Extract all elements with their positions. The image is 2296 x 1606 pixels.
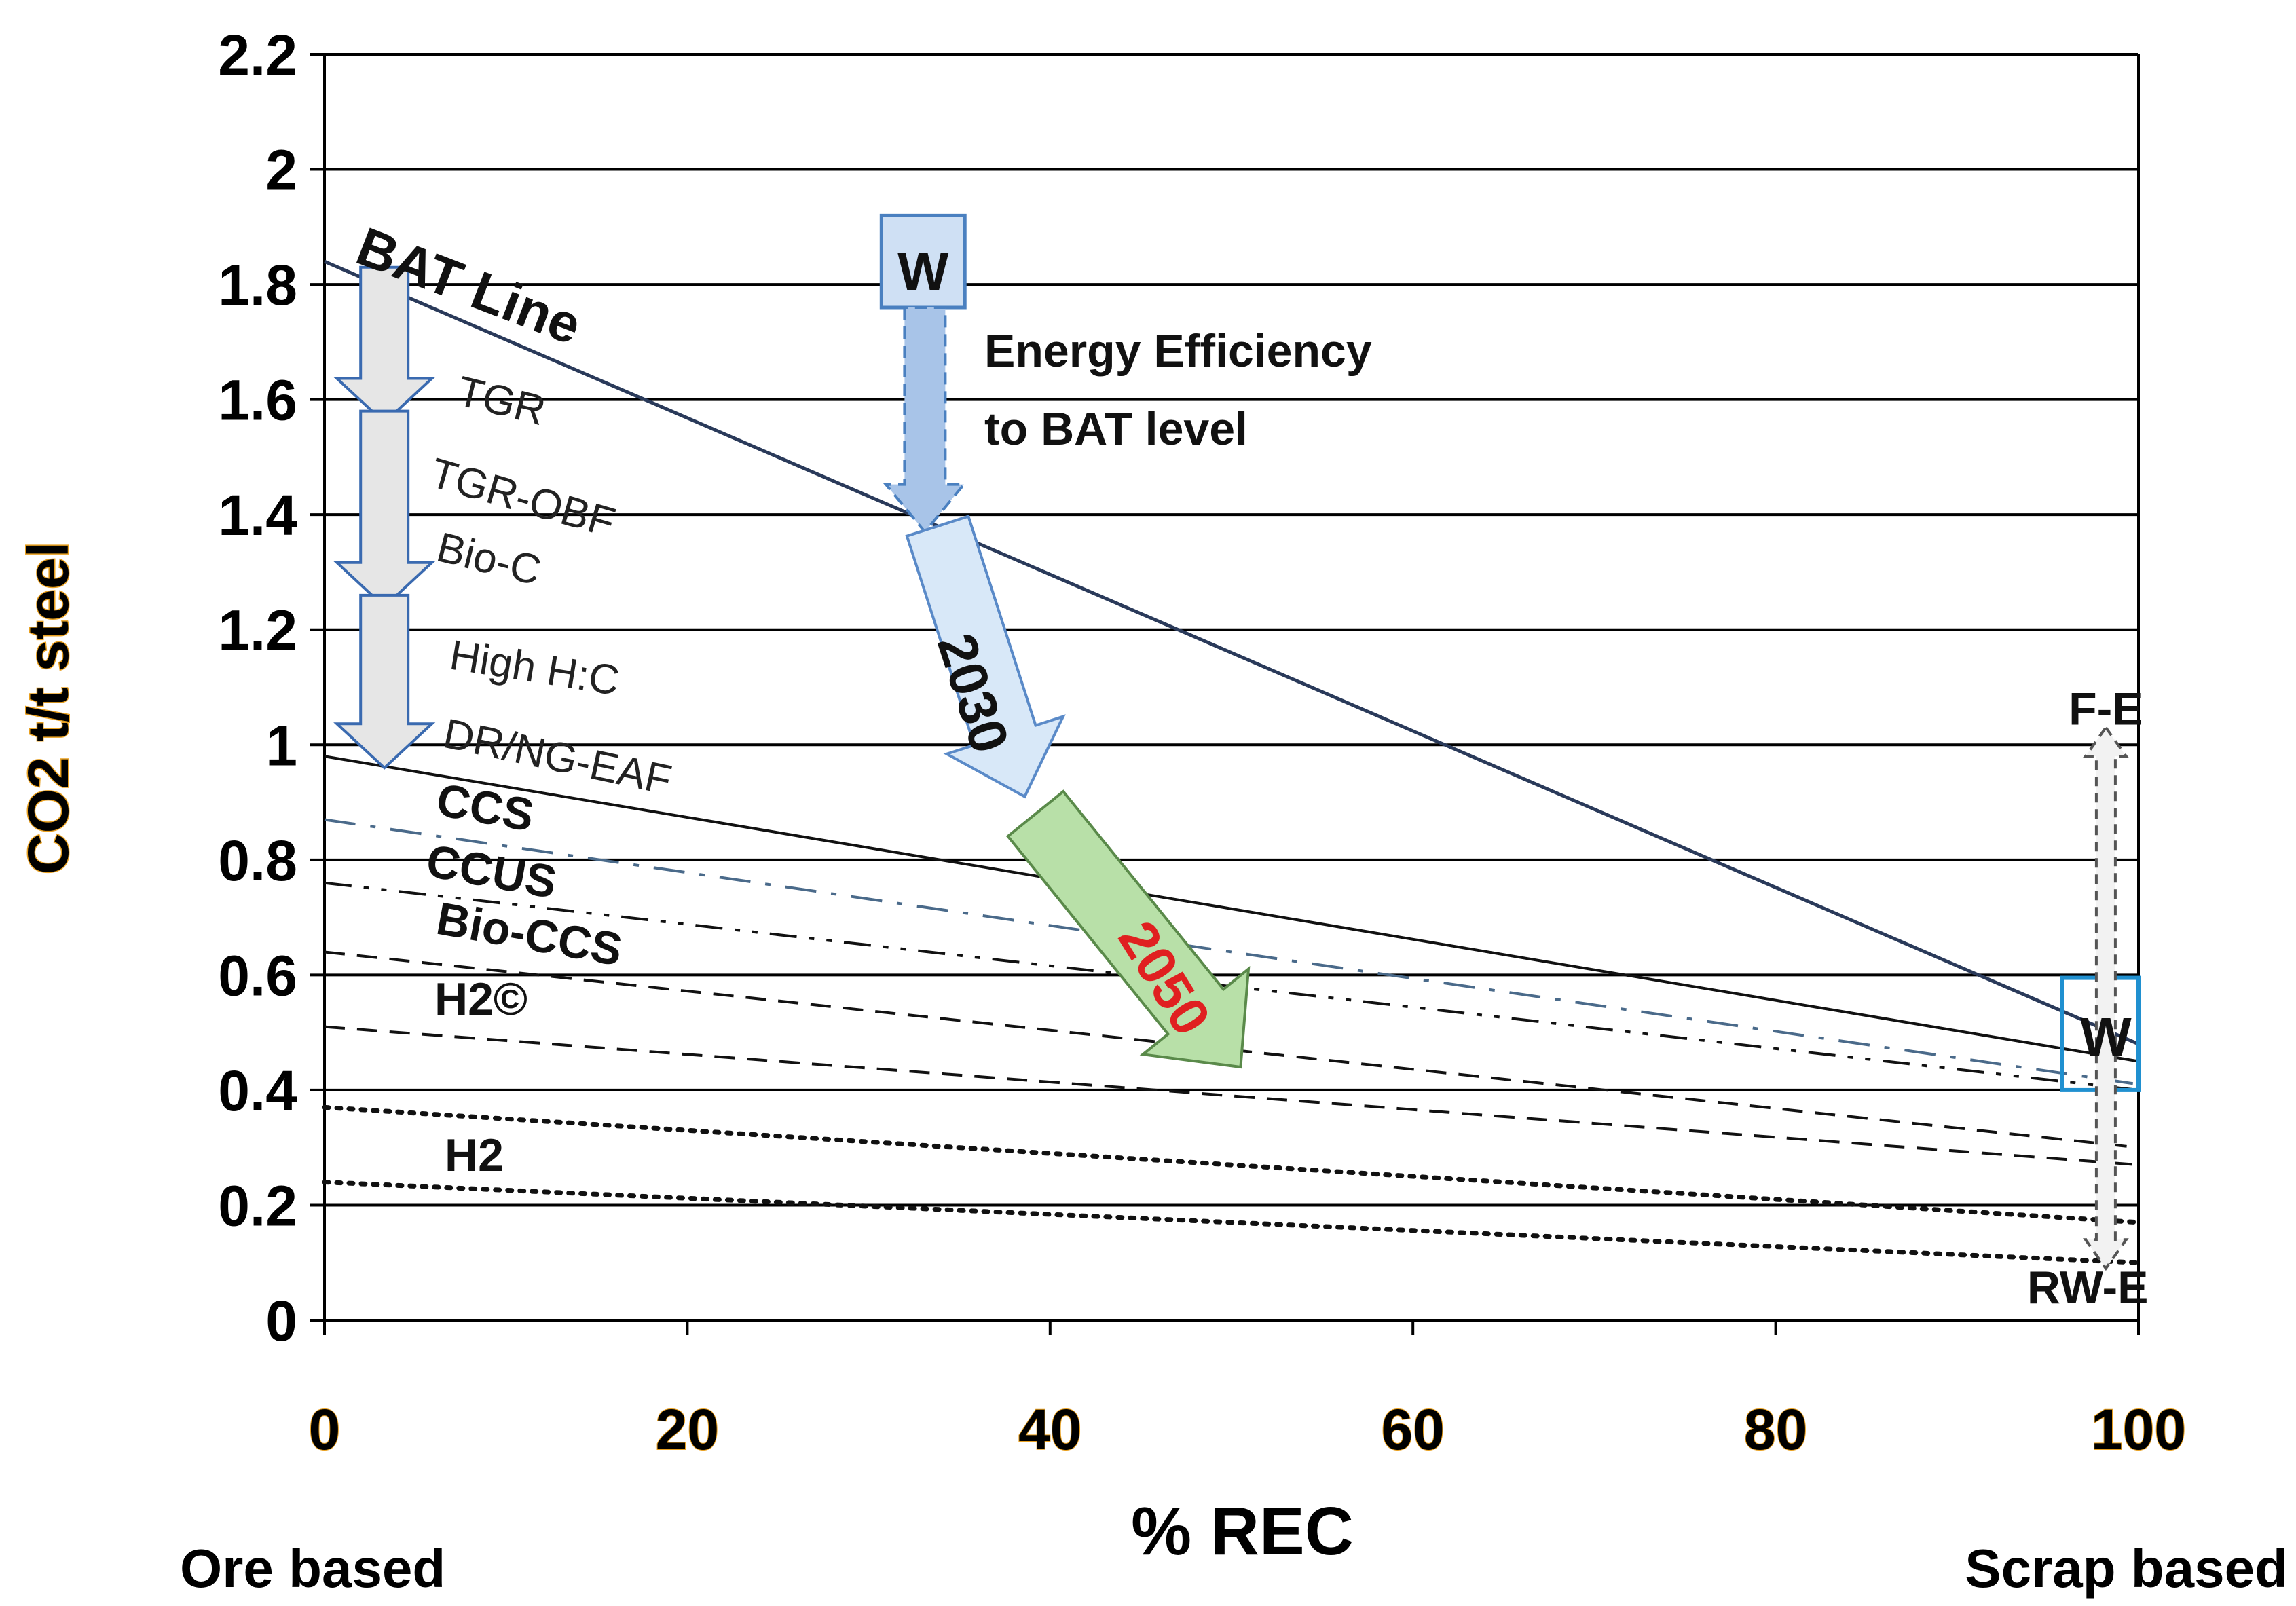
label-w-right: W	[2080, 1007, 2132, 1067]
fe-rwe-double-arrow	[2083, 725, 2129, 1271]
label-to-bat-level: to BAT level	[984, 403, 1248, 455]
y-tick-label: 1.2	[218, 599, 297, 662]
series-h2-	[324, 1025, 2139, 1167]
x-tick-label: 20	[656, 1398, 719, 1461]
label-energy-efficiency: Energy Efficiency	[984, 325, 1372, 377]
label-ccs: CCS	[432, 774, 538, 842]
high-hc-arrow	[333, 593, 436, 770]
x-right-note: Scrap based	[1965, 1538, 2288, 1599]
y-tick-label: 1.4	[218, 483, 297, 547]
x-tick-label: 80	[1744, 1398, 1807, 1461]
gridlines	[310, 53, 2140, 1335]
series-bat-line	[324, 259, 2139, 1046]
y-tick-label: 1	[265, 713, 297, 777]
label-rwe: RW-E	[2027, 1262, 2149, 1313]
series-h2-upper	[322, 1104, 2141, 1225]
x-tick-label: 100	[2091, 1398, 2186, 1461]
label-h2c: H2©	[434, 973, 527, 1025]
x-tick-label: 40	[1018, 1398, 1081, 1461]
y-axis-label: CO2 t/t steel	[16, 542, 80, 874]
y-tick-label: 1.6	[218, 369, 297, 432]
y-tick-label: 0.4	[218, 1059, 297, 1123]
y-tick-label: 0.2	[218, 1174, 297, 1237]
label-high-hc: High H:C	[447, 632, 623, 705]
x-axis-label: % REC	[1131, 1493, 1354, 1569]
series-lines	[322, 259, 2141, 1265]
label-tgr: TGR	[453, 368, 551, 435]
series-dr-ng-eaf	[324, 755, 2139, 1063]
annotation-arrows	[333, 213, 2141, 1271]
x-tick-label: 0	[309, 1398, 341, 1461]
tgr-obf-arrow	[333, 409, 436, 609]
x-tick-label: 60	[1381, 1398, 1444, 1461]
label-h2: H2	[445, 1129, 504, 1181]
energy-efficiency-arrow	[883, 306, 967, 534]
series-h2	[322, 1180, 2141, 1265]
x-tick-labels: 0 20 40 60 80 100	[308, 1397, 2187, 1462]
label-w-top: W	[897, 241, 949, 301]
y-tick-labels: 0 0.2 0.4 0.6 0.8 1 1.2 1.4 1.6 1.8 2 2.2	[218, 23, 297, 1353]
y-tick-label: 2	[265, 138, 297, 202]
arrow-2050	[1005, 789, 1251, 1069]
y-tick-label: 1.8	[218, 253, 297, 317]
series-bio-ccs	[324, 950, 2139, 1149]
y-tick-label: 0.6	[218, 944, 297, 1007]
tgr-arrow	[333, 265, 436, 425]
y-tick-label: 0.8	[218, 829, 297, 893]
y-tick-label: 0	[265, 1289, 297, 1353]
arrow-2030	[905, 515, 1066, 799]
label-bio-c: Bio-C	[432, 524, 546, 595]
label-bio-ccs: Bio-CCS	[432, 893, 626, 976]
x-left-note: Ore based	[180, 1538, 445, 1599]
y-tick-label: 2.2	[218, 23, 297, 87]
w-top-box	[879, 213, 967, 310]
label-fe: F-E	[2069, 683, 2143, 734]
